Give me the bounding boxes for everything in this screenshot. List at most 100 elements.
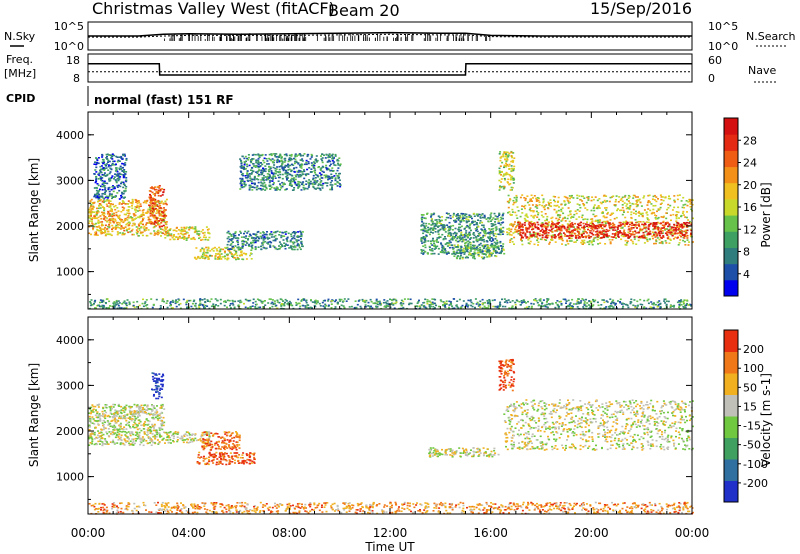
scatter-cell <box>122 167 124 169</box>
scatter-cell <box>293 167 296 169</box>
scatter-cell <box>646 234 649 237</box>
scatter-cell <box>422 237 425 239</box>
scatter-cell <box>95 186 98 189</box>
scatter-cell <box>545 218 548 221</box>
scatter-cell <box>286 171 289 174</box>
scatter-cell <box>623 211 625 213</box>
scatter-cell <box>667 229 670 232</box>
scatter-cell <box>258 169 261 171</box>
scatter-cell <box>425 225 428 227</box>
scatter-cell <box>251 158 254 160</box>
scatter-cell <box>104 224 107 227</box>
scatter-cell <box>471 253 474 255</box>
scatter-cell <box>505 171 508 174</box>
scatter-cell <box>604 220 607 223</box>
scatter-cell <box>559 227 562 230</box>
scatter-cell <box>272 245 275 247</box>
scatter-cell <box>660 196 663 198</box>
scatter-cell <box>483 216 486 218</box>
scatter-cell <box>310 162 313 164</box>
scatter-cell <box>339 185 342 188</box>
scatter-cell <box>100 179 103 181</box>
scatter-cell <box>283 303 286 305</box>
scatter-cell <box>259 187 262 190</box>
scatter-cell <box>156 220 159 223</box>
scatter-cell <box>337 182 340 184</box>
scatter-cell <box>631 202 634 205</box>
scatter-cell <box>229 248 232 250</box>
scatter-cell <box>459 257 461 260</box>
scatter-cell <box>655 227 658 230</box>
scatter-cell <box>581 216 583 219</box>
scatter-cell <box>278 241 281 243</box>
scatter-cell <box>649 230 652 233</box>
scatter-cell <box>566 235 569 237</box>
scatter-cell <box>628 223 631 226</box>
scatter-cell <box>430 218 433 220</box>
scatter-cell <box>276 301 279 303</box>
scatter-cell <box>313 162 316 164</box>
scatter-cell <box>647 227 650 229</box>
scatter-cell <box>578 235 581 238</box>
scatter-cell <box>523 222 526 224</box>
scatter-cell <box>627 228 630 231</box>
scatter-cell <box>299 159 302 161</box>
scatter-cell <box>489 229 492 232</box>
scatter-cell <box>128 301 131 303</box>
scatter-cell <box>603 194 606 197</box>
scatter-cell <box>237 243 240 246</box>
scatter-cell <box>105 157 108 159</box>
scatter-cell <box>115 214 118 217</box>
scatter-cell <box>612 212 615 215</box>
scatter-cell <box>255 171 258 173</box>
scatter-cell <box>293 162 296 165</box>
scatter-cell <box>646 204 649 206</box>
scatter-cell <box>279 243 282 245</box>
scatter-cell <box>197 234 200 237</box>
scatter-cell <box>218 246 221 249</box>
scatter-cell <box>159 195 162 197</box>
scatter-cell <box>251 246 254 249</box>
scatter-cell <box>121 195 124 198</box>
scatter-cell <box>275 186 278 188</box>
scatter-cell <box>449 228 452 230</box>
scatter-cell <box>462 240 465 242</box>
scatter-cell <box>683 230 686 233</box>
scatter-cell <box>527 223 530 225</box>
scatter-cell <box>545 227 547 230</box>
scatter-cell <box>574 222 577 225</box>
scatter-cell <box>544 213 547 215</box>
scatter-cell <box>165 203 168 206</box>
scatter-cell <box>568 228 571 230</box>
scatter-cell <box>604 234 607 237</box>
scatter-cell <box>474 236 477 238</box>
scatter-cell <box>472 253 475 255</box>
scatter-cell <box>283 183 286 185</box>
scatter-cell <box>498 228 501 230</box>
scatter-cell <box>633 233 636 236</box>
scatter-cell <box>449 241 452 244</box>
scatter-cell <box>453 255 456 257</box>
scatter-cell <box>161 220 164 223</box>
scatter-cell <box>505 160 508 163</box>
scatter-cell <box>580 241 583 244</box>
scatter-cell <box>592 230 595 232</box>
scatter-cell <box>623 202 626 204</box>
scatter-cell <box>269 233 272 235</box>
scatter-cell <box>509 230 512 233</box>
scatter-cell <box>232 236 235 239</box>
scatter-cell <box>512 199 515 202</box>
scatter-cell <box>447 226 450 228</box>
scatter-cell <box>206 255 209 258</box>
scatter-cell <box>157 229 160 232</box>
scatter-cell <box>447 228 450 230</box>
scatter-cell <box>165 198 168 201</box>
scatter-cell <box>431 250 434 252</box>
scatter-cell <box>588 236 591 239</box>
scatter-cell <box>122 169 125 172</box>
scatter-cell <box>285 172 288 174</box>
scatter-cell <box>202 252 205 254</box>
scatter-cell <box>274 154 277 157</box>
scatter-cell <box>218 258 220 260</box>
scatter-cell <box>550 239 553 241</box>
